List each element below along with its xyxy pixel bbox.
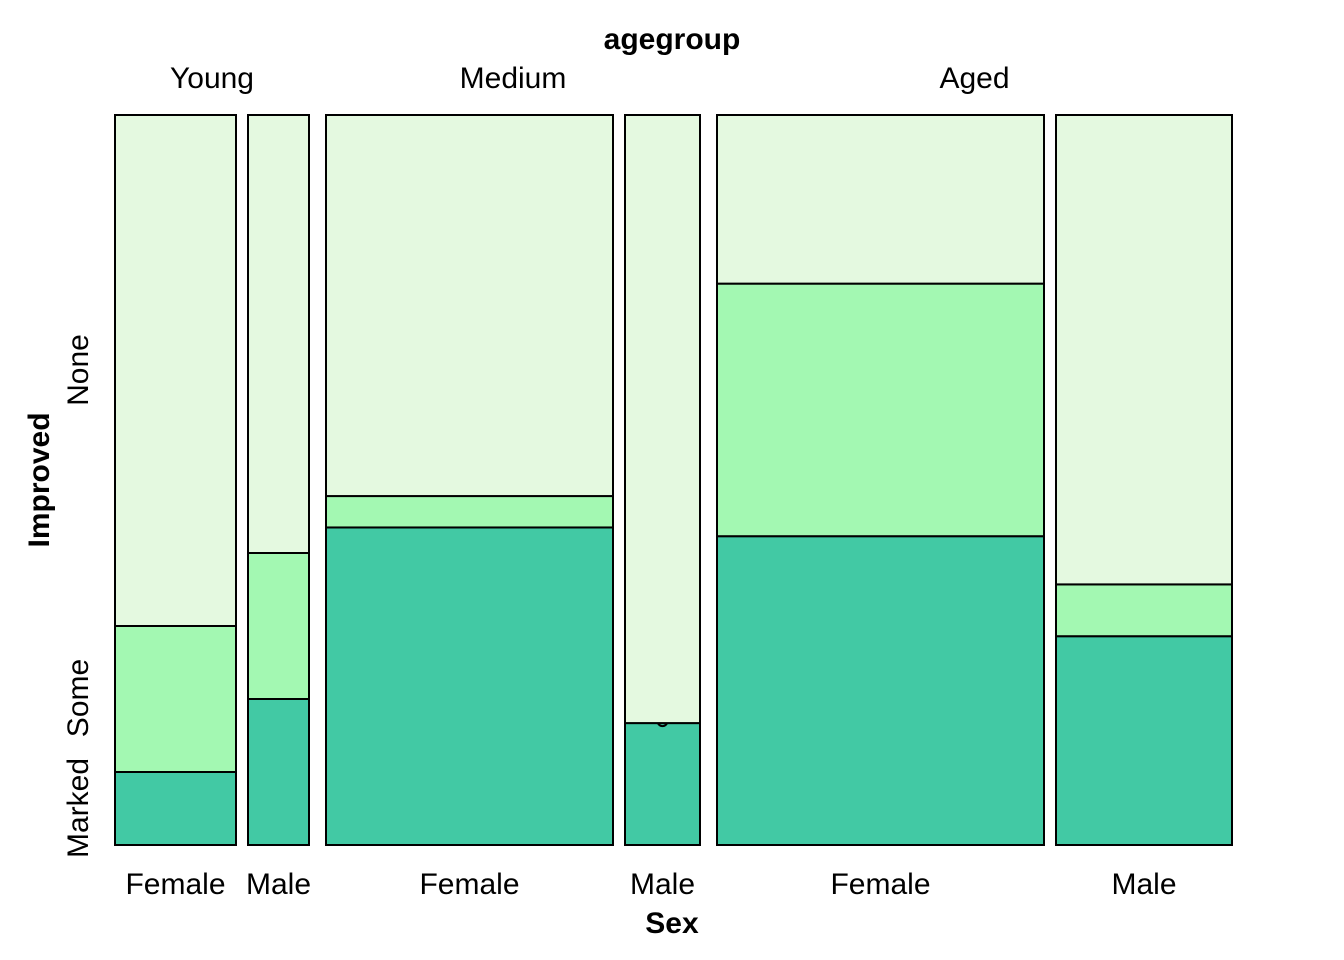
sex-label-aged-male: Male: [1111, 868, 1176, 901]
cell-young-female-some: [114, 625, 237, 773]
x-variable-title: Sex: [645, 907, 699, 940]
cell-young-male-none: [247, 114, 310, 554]
cell-young-female-none: [114, 114, 237, 627]
improved-level-label-marked: Marked: [62, 758, 95, 858]
cell-young-male-some: [247, 552, 310, 700]
cell-aged-male-some: [1055, 583, 1233, 638]
cell-medium-male-marked: [624, 722, 701, 847]
cell-medium-female-none: [325, 114, 614, 498]
improved-level-label-none: None: [62, 334, 95, 406]
cell-aged-female-none: [716, 114, 1045, 285]
cell-medium-female-marked: [325, 526, 614, 846]
sex-label-medium-female: Female: [419, 868, 519, 901]
cell-medium-female-some: [325, 495, 614, 529]
agegroup-label-young: Young: [170, 62, 254, 95]
top-variable-title: agegroup: [604, 23, 741, 56]
sex-label-aged-female: Female: [830, 868, 930, 901]
cell-aged-female-some: [716, 282, 1045, 538]
sex-label-young-male: Male: [246, 868, 311, 901]
cell-young-male-marked: [247, 698, 310, 846]
cell-aged-female-marked: [716, 535, 1045, 847]
sex-labels: Female Male Female Male Female Male: [125, 868, 1176, 901]
cell-young-female-marked: [114, 771, 237, 846]
y-variable-title: Improved: [23, 412, 56, 547]
mosaic-cells: [114, 114, 1233, 847]
cell-aged-male-marked: [1055, 635, 1233, 846]
sex-label-medium-male: Male: [630, 868, 695, 901]
cell-medium-male-none: [624, 114, 701, 725]
sex-label-young-female: Female: [125, 868, 225, 901]
agegroup-label-medium: Medium: [460, 62, 567, 95]
improved-level-labels: Marked Some None: [62, 334, 95, 858]
agegroup-label-aged: Aged: [939, 62, 1009, 95]
cell-aged-male-none: [1055, 114, 1233, 586]
agegroup-labels: Young Medium Aged: [170, 62, 1010, 95]
improved-level-label-some: Some: [62, 659, 95, 737]
